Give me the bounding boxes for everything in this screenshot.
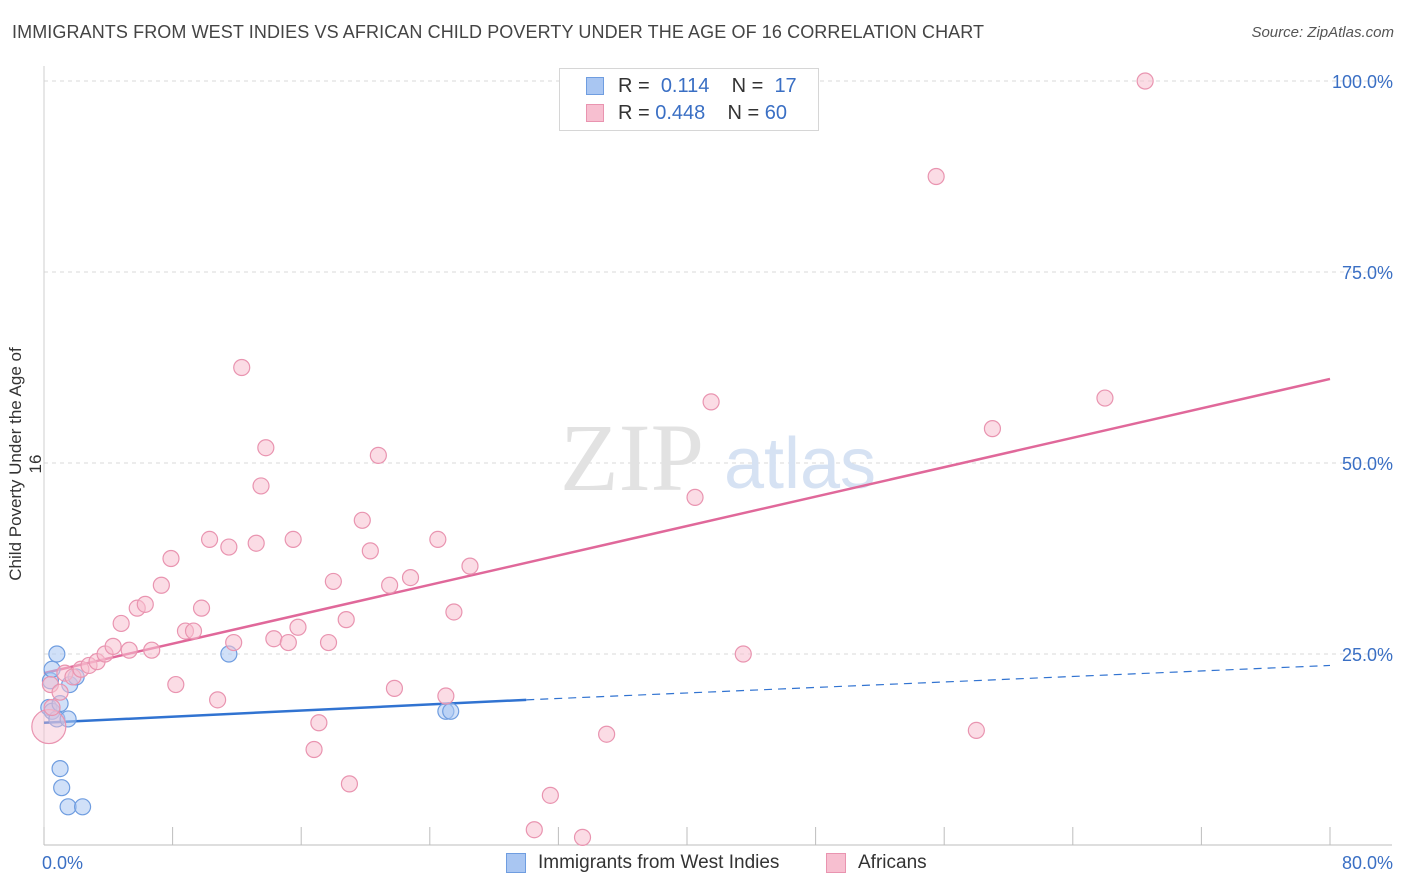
point-africans xyxy=(461,557,479,575)
point-africans xyxy=(525,821,543,839)
n-value-africans: 60 xyxy=(764,102,788,124)
point-africans xyxy=(686,488,704,506)
x-tick-label: 0.0% xyxy=(42,853,83,873)
point-africans xyxy=(104,637,122,655)
legend-label-africans: Africans xyxy=(858,852,927,873)
legend-swatch-pink xyxy=(586,104,604,122)
source-label: Source: ZipAtlas.com xyxy=(1251,24,1394,41)
point-africans xyxy=(1096,389,1114,407)
correlation-legend: R = 0.114 N = 17 R = 0.448 N = 60 xyxy=(559,68,819,131)
point-africans xyxy=(167,675,185,694)
y-tick-label: 50.0% xyxy=(1342,454,1393,474)
point-africans xyxy=(284,530,302,549)
point-africans xyxy=(445,603,463,621)
point-africans xyxy=(209,691,227,709)
point-africans xyxy=(983,420,1002,438)
point-africans xyxy=(319,633,338,652)
legend-swatch-blue xyxy=(586,77,604,95)
point-africans xyxy=(220,538,238,556)
watermark-zip: ZIP xyxy=(560,404,704,511)
point-africans xyxy=(43,698,61,717)
chart-title: IMMIGRANTS FROM WEST INDIES VS AFRICAN C… xyxy=(12,22,985,42)
point-africans xyxy=(162,549,180,568)
n-label: N = xyxy=(727,102,760,124)
point-africans xyxy=(1136,72,1154,90)
trend-line-west-indies-extrapolated xyxy=(526,664,1331,701)
point-africans xyxy=(598,725,616,743)
point-africans xyxy=(967,721,985,740)
point-west-indies xyxy=(59,798,77,816)
point-africans xyxy=(112,614,130,633)
data-points xyxy=(31,72,1154,846)
watermark-atlas: atlas xyxy=(724,424,876,504)
axes xyxy=(43,66,1392,846)
point-africans xyxy=(225,633,243,652)
point-africans xyxy=(573,828,592,846)
point-west-indies xyxy=(73,798,92,816)
point-africans xyxy=(541,786,559,804)
y-axis-label: Child Poverty Under the Age of 16 xyxy=(6,347,45,581)
point-africans xyxy=(369,446,387,464)
point-africans xyxy=(401,568,420,587)
point-africans xyxy=(305,740,323,759)
point-africans xyxy=(51,683,69,701)
legend-label-west-indies: Immigrants from West Indies xyxy=(538,852,780,873)
point-africans xyxy=(702,393,720,411)
legend-swatch-blue xyxy=(506,853,526,873)
point-africans xyxy=(143,641,161,659)
point-africans xyxy=(437,687,455,705)
n-label: N = xyxy=(731,75,764,97)
point-africans xyxy=(927,167,945,186)
point-africans xyxy=(192,599,211,617)
point-africans xyxy=(136,595,154,613)
point-africans xyxy=(340,775,359,793)
tick-labels: 25.0% 50.0% 75.0% 100.0% 0.0% 80.0% xyxy=(42,72,1393,873)
point-africans xyxy=(429,530,447,549)
point-africans xyxy=(337,611,355,629)
r-label: R = xyxy=(618,75,650,97)
r-value-africans: 0.448 xyxy=(655,102,706,124)
point-west-indies xyxy=(442,702,460,720)
y-tick-label: 100.0% xyxy=(1332,72,1393,92)
point-africans xyxy=(152,576,170,594)
point-africans xyxy=(289,618,307,636)
trend-line-africans xyxy=(43,377,1331,675)
x-tick-label: 80.0% xyxy=(1342,853,1393,873)
y-tick-label: 25.0% xyxy=(1342,645,1393,665)
point-africans xyxy=(385,679,404,697)
point-west-indies xyxy=(53,779,71,797)
point-africans xyxy=(279,633,297,652)
point-africans xyxy=(120,641,138,659)
point-africans xyxy=(265,630,283,648)
point-africans xyxy=(353,511,371,529)
y-tick-label: 75.0% xyxy=(1342,263,1393,283)
r-value-west-indies: 0.114 xyxy=(660,75,710,97)
n-value-west-indies: 17 xyxy=(774,75,797,97)
point-africans xyxy=(310,714,328,732)
grid-lines xyxy=(44,80,1392,655)
point-west-indies xyxy=(48,645,66,663)
point-africans xyxy=(247,534,265,552)
point-africans xyxy=(252,477,270,495)
point-west-indies xyxy=(51,759,69,778)
legend-swatch-pink xyxy=(826,853,846,873)
point-africans xyxy=(361,542,379,560)
point-africans xyxy=(257,439,275,457)
watermark: ZIP atlas xyxy=(560,404,876,511)
point-west-indies xyxy=(59,710,77,728)
point-africans xyxy=(233,358,251,377)
point-africans xyxy=(381,576,399,594)
point-africans xyxy=(734,645,752,663)
point-africans xyxy=(184,622,203,640)
point-africans xyxy=(200,530,219,549)
r-label: R = xyxy=(618,102,650,124)
point-africans xyxy=(324,572,342,591)
